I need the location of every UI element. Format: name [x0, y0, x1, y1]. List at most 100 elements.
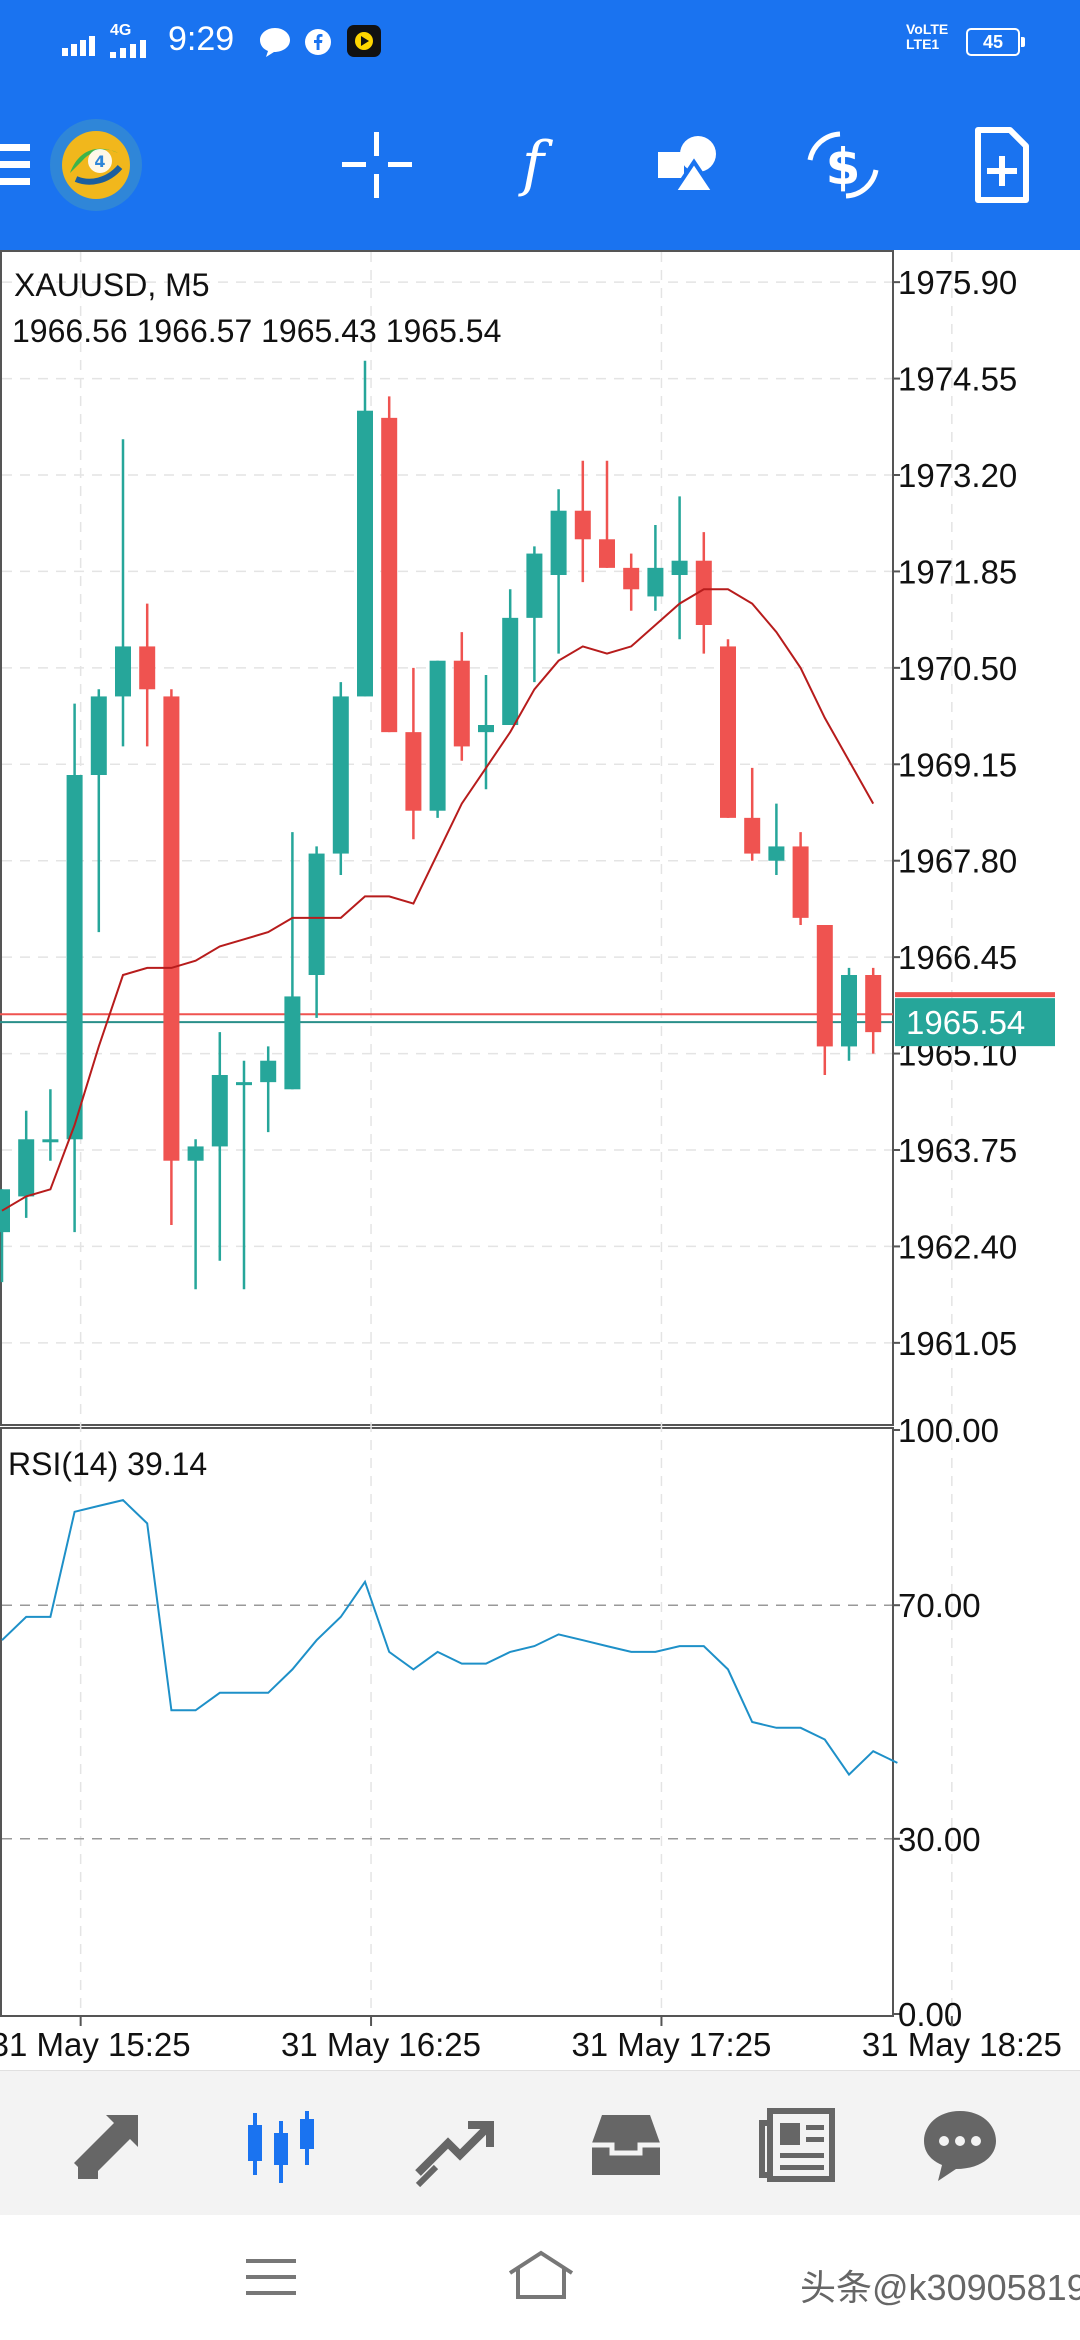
candle-body	[139, 646, 156, 690]
rsi-tick-label: 30.00	[898, 1821, 981, 1858]
candle	[332, 682, 349, 875]
candle-body	[623, 567, 640, 590]
quotes-icon[interactable]	[68, 2103, 152, 2187]
candle-body	[768, 846, 785, 861]
candle	[163, 689, 180, 1225]
trade-icon[interactable]	[412, 2103, 496, 2187]
candle-body	[550, 510, 567, 575]
candle	[211, 1032, 228, 1261]
news-icon[interactable]	[756, 2103, 840, 2187]
candle	[429, 660, 446, 818]
time-axis: 31 May 15:25 31 May 16:25 31 May 17:25 31 M…	[0, 2016, 1062, 2063]
candle-body	[574, 510, 591, 540]
objects-icon[interactable]	[646, 122, 732, 208]
chart-grid	[2, 252, 953, 2016]
y-tick-label: 1974.55	[898, 361, 1017, 398]
candle-body	[187, 1146, 204, 1161]
app-logo[interactable]: 4	[48, 117, 144, 213]
x-tick-label: 31 May 17:25	[571, 2026, 771, 2063]
candle-body	[66, 775, 83, 1140]
rsi-tick-label: 70.00	[898, 1587, 981, 1624]
candle-body	[18, 1139, 35, 1197]
price-chart[interactable]: 1975.90 1974.55 1973.20 1971.85 1970.50 1969.…	[0, 250, 1080, 2070]
candle	[42, 1089, 59, 1161]
candle-body	[308, 853, 325, 975]
candle-body	[671, 560, 688, 575]
candle-body	[502, 617, 519, 725]
y-tick-label: 1963.75	[898, 1132, 1017, 1169]
app-toolbar: 4 f $	[0, 82, 1080, 250]
candle-body	[453, 660, 470, 747]
candle	[139, 603, 156, 747]
candle-body	[332, 696, 349, 854]
y-tick-label: 1962.40	[898, 1228, 1017, 1265]
candle	[695, 532, 712, 654]
y-tick-label: 1967.80	[898, 843, 1017, 880]
symbols-icon[interactable]: $	[800, 122, 886, 208]
watermark: 头条@k30905819	[800, 2267, 1080, 2308]
main-chart-frame	[0, 250, 894, 1426]
ask-tag	[895, 992, 1055, 998]
candle	[90, 689, 107, 933]
indicators-icon[interactable]: f	[490, 122, 576, 208]
candle-body	[115, 646, 131, 697]
rsi-axis: 100.00 70.00 30.00 0.00	[893, 1412, 999, 2033]
candle-body	[163, 696, 180, 1161]
candle-body	[816, 925, 833, 1047]
candle-body	[429, 660, 446, 811]
candle	[260, 1046, 277, 1133]
rsi-levels	[2, 1604, 892, 1840]
history-icon[interactable]	[584, 2103, 668, 2187]
svg-text:f: f	[518, 129, 554, 199]
current-price-lines	[0, 992, 1055, 1024]
candle	[671, 496, 688, 640]
rsi-label: RSI(14) 39.14	[8, 1446, 207, 1482]
candle	[720, 639, 736, 818]
system-nav-bar: 头条@k30905819	[0, 2215, 1080, 2340]
y-tick-label: 1966.45	[898, 939, 1017, 976]
y-tick-label: 1961.05	[898, 1325, 1017, 1362]
battery-icon: 45	[966, 28, 1025, 56]
facebook-icon	[305, 29, 331, 55]
x-tick-label: 31 May 15:25	[0, 2026, 191, 2063]
candle-body	[695, 560, 712, 625]
candle-body	[90, 696, 107, 775]
chart-icon[interactable]	[240, 2103, 324, 2187]
candle	[816, 925, 833, 1075]
bottom-nav	[0, 2070, 1080, 2216]
candle-body	[0, 1189, 10, 1233]
x-tick-label: 31 May 18:25	[862, 2026, 1062, 2063]
candle	[792, 832, 809, 925]
candle-body	[211, 1075, 228, 1147]
candle-body	[42, 1139, 59, 1143]
menu-icon[interactable]	[0, 122, 66, 208]
candle-body	[236, 1082, 252, 1086]
candle-body	[744, 817, 761, 854]
candle	[526, 546, 543, 683]
y-tick-label: 1969.15	[898, 746, 1017, 783]
y-tick-label: 1970.50	[898, 650, 1017, 687]
x-tick-label: 31 May 16:25	[281, 2026, 481, 2063]
candle	[865, 967, 882, 1054]
candle	[502, 589, 519, 725]
y-tick-label: 1975.90	[898, 264, 1017, 301]
crosshair-icon[interactable]	[334, 122, 420, 208]
svg-text:4: 4	[94, 152, 105, 171]
messages-icon[interactable]	[918, 2103, 1002, 2187]
candles	[0, 360, 882, 1290]
chart-area[interactable]: 1975.90 1974.55 1973.20 1971.85 1970.50 1969.…	[0, 250, 1080, 2070]
candle-body	[792, 846, 809, 918]
candle	[0, 1189, 10, 1283]
candle	[405, 667, 422, 840]
candle	[381, 396, 398, 733]
candle	[236, 1060, 252, 1290]
signal-icon-2	[110, 40, 146, 58]
home-icon[interactable]	[506, 2249, 576, 2301]
candle	[623, 553, 640, 611]
candle-body	[865, 975, 882, 1033]
candle-body	[720, 646, 736, 818]
recent-apps-icon[interactable]	[244, 2255, 300, 2299]
ohlc-label: 1966.56 1966.57 1965.43 1965.54	[12, 313, 501, 349]
network-type: 4G	[110, 22, 132, 39]
new-order-icon[interactable]	[958, 122, 1044, 208]
